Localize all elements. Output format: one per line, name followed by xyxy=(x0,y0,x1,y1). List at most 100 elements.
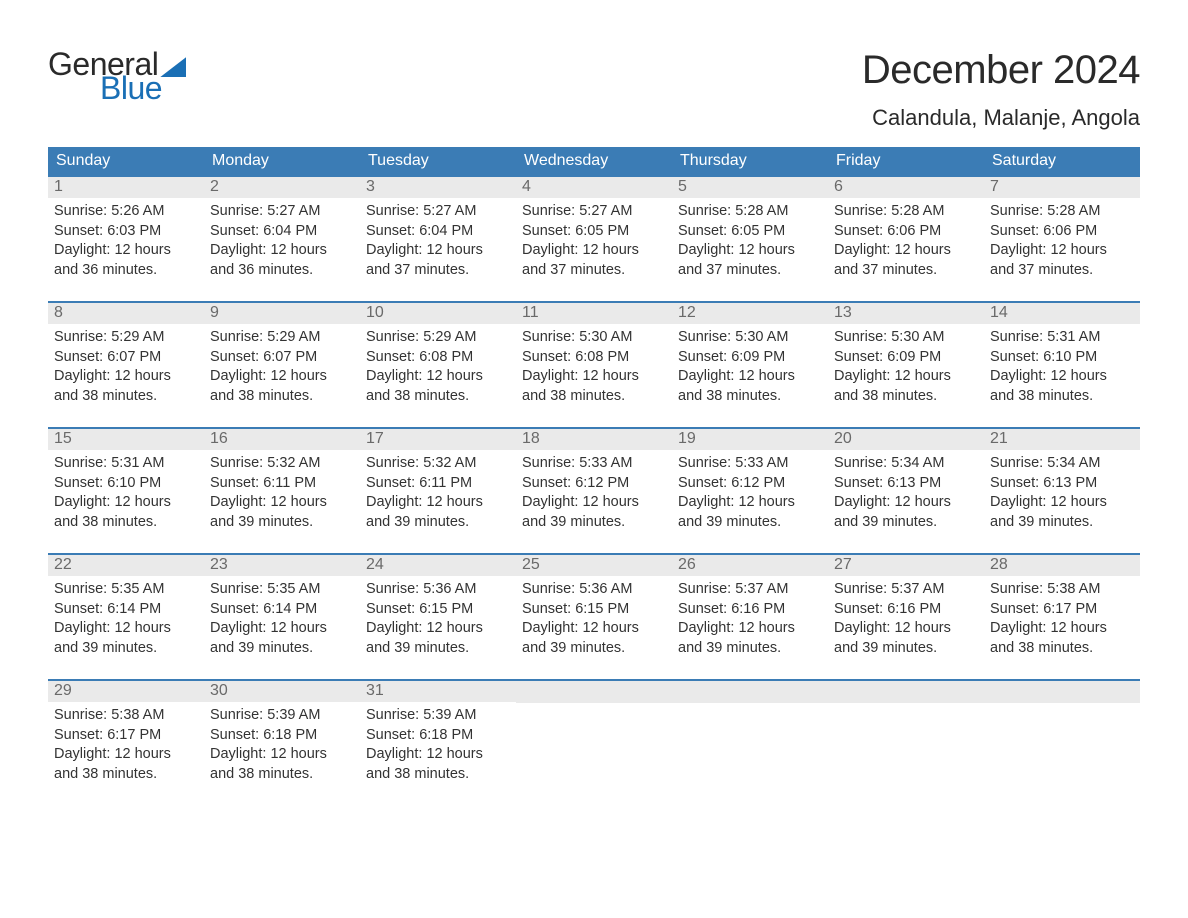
day-sunset: Sunset: 6:06 PM xyxy=(834,222,978,242)
day-sunrise: Sunrise: 5:28 AM xyxy=(990,202,1134,222)
day-sunrise: Sunrise: 5:37 AM xyxy=(834,580,978,600)
day-daylight2: and 39 minutes. xyxy=(210,639,354,659)
day-number: 25 xyxy=(516,555,672,576)
weekday-header: Thursday xyxy=(672,147,828,175)
title-block: December 2024 Calandula, Malanje, Angola xyxy=(862,48,1140,131)
day-sunset: Sunset: 6:08 PM xyxy=(366,348,510,368)
calendar-day: 18Sunrise: 5:33 AMSunset: 6:12 PMDayligh… xyxy=(516,429,672,553)
calendar-day: 17Sunrise: 5:32 AMSunset: 6:11 PMDayligh… xyxy=(360,429,516,553)
day-daylight2: and 39 minutes. xyxy=(678,639,822,659)
day-number: 10 xyxy=(360,303,516,324)
day-number: 30 xyxy=(204,681,360,702)
month-title: December 2024 xyxy=(862,48,1140,93)
day-daylight1: Daylight: 12 hours xyxy=(54,745,198,765)
day-number: 22 xyxy=(48,555,204,576)
day-daylight2: and 37 minutes. xyxy=(522,261,666,281)
day-sunset: Sunset: 6:03 PM xyxy=(54,222,198,242)
day-daylight1: Daylight: 12 hours xyxy=(678,367,822,387)
day-number: 26 xyxy=(672,555,828,576)
day-content: Sunrise: 5:39 AMSunset: 6:18 PMDaylight:… xyxy=(360,702,516,784)
day-content: Sunrise: 5:33 AMSunset: 6:12 PMDaylight:… xyxy=(672,450,828,532)
day-sunrise: Sunrise: 5:29 AM xyxy=(210,328,354,348)
day-daylight2: and 37 minutes. xyxy=(366,261,510,281)
day-sunset: Sunset: 6:14 PM xyxy=(210,600,354,620)
day-daylight2: and 38 minutes. xyxy=(54,765,198,785)
day-content: Sunrise: 5:27 AMSunset: 6:05 PMDaylight:… xyxy=(516,198,672,280)
day-number: 15 xyxy=(48,429,204,450)
day-daylight2: and 39 minutes. xyxy=(522,639,666,659)
day-sunrise: Sunrise: 5:29 AM xyxy=(54,328,198,348)
day-content: Sunrise: 5:29 AMSunset: 6:07 PMDaylight:… xyxy=(204,324,360,406)
day-sunrise: Sunrise: 5:27 AM xyxy=(522,202,666,222)
calendar-day: 28Sunrise: 5:38 AMSunset: 6:17 PMDayligh… xyxy=(984,555,1140,679)
day-daylight2: and 38 minutes. xyxy=(990,639,1134,659)
day-sunrise: Sunrise: 5:29 AM xyxy=(366,328,510,348)
calendar-day: 2Sunrise: 5:27 AMSunset: 6:04 PMDaylight… xyxy=(204,177,360,301)
day-daylight2: and 36 minutes. xyxy=(54,261,198,281)
day-content: Sunrise: 5:28 AMSunset: 6:06 PMDaylight:… xyxy=(984,198,1140,280)
day-daylight2: and 38 minutes. xyxy=(54,513,198,533)
weekday-header-row: SundayMondayTuesdayWednesdayThursdayFrid… xyxy=(48,147,1140,175)
calendar-day xyxy=(516,681,672,805)
day-daylight1: Daylight: 12 hours xyxy=(210,745,354,765)
day-number: 11 xyxy=(516,303,672,324)
day-sunset: Sunset: 6:12 PM xyxy=(678,474,822,494)
day-number: 8 xyxy=(48,303,204,324)
day-sunset: Sunset: 6:12 PM xyxy=(522,474,666,494)
day-sunset: Sunset: 6:15 PM xyxy=(366,600,510,620)
calendar-day: 25Sunrise: 5:36 AMSunset: 6:15 PMDayligh… xyxy=(516,555,672,679)
day-sunrise: Sunrise: 5:32 AM xyxy=(366,454,510,474)
day-content: Sunrise: 5:27 AMSunset: 6:04 PMDaylight:… xyxy=(204,198,360,280)
day-sunrise: Sunrise: 5:38 AM xyxy=(54,706,198,726)
day-number xyxy=(516,681,672,703)
day-daylight1: Daylight: 12 hours xyxy=(990,241,1134,261)
calendar-day: 12Sunrise: 5:30 AMSunset: 6:09 PMDayligh… xyxy=(672,303,828,427)
day-daylight1: Daylight: 12 hours xyxy=(678,493,822,513)
day-content: Sunrise: 5:26 AMSunset: 6:03 PMDaylight:… xyxy=(48,198,204,280)
day-number: 14 xyxy=(984,303,1140,324)
day-sunset: Sunset: 6:04 PM xyxy=(366,222,510,242)
day-daylight2: and 39 minutes. xyxy=(366,513,510,533)
day-number xyxy=(672,681,828,703)
calendar-day: 5Sunrise: 5:28 AMSunset: 6:05 PMDaylight… xyxy=(672,177,828,301)
weekday-header: Monday xyxy=(204,147,360,175)
day-daylight1: Daylight: 12 hours xyxy=(366,619,510,639)
day-daylight1: Daylight: 12 hours xyxy=(522,367,666,387)
calendar-day: 24Sunrise: 5:36 AMSunset: 6:15 PMDayligh… xyxy=(360,555,516,679)
day-number: 6 xyxy=(828,177,984,198)
day-sunset: Sunset: 6:18 PM xyxy=(366,726,510,746)
day-content: Sunrise: 5:37 AMSunset: 6:16 PMDaylight:… xyxy=(828,576,984,658)
day-content: Sunrise: 5:36 AMSunset: 6:15 PMDaylight:… xyxy=(516,576,672,658)
day-number: 31 xyxy=(360,681,516,702)
calendar-day: 22Sunrise: 5:35 AMSunset: 6:14 PMDayligh… xyxy=(48,555,204,679)
day-sunrise: Sunrise: 5:26 AM xyxy=(54,202,198,222)
day-sunrise: Sunrise: 5:34 AM xyxy=(990,454,1134,474)
day-content: Sunrise: 5:35 AMSunset: 6:14 PMDaylight:… xyxy=(204,576,360,658)
weeks-container: 1Sunrise: 5:26 AMSunset: 6:03 PMDaylight… xyxy=(48,175,1140,805)
calendar-day xyxy=(672,681,828,805)
day-daylight1: Daylight: 12 hours xyxy=(522,241,666,261)
day-sunrise: Sunrise: 5:28 AM xyxy=(678,202,822,222)
calendar-day: 16Sunrise: 5:32 AMSunset: 6:11 PMDayligh… xyxy=(204,429,360,553)
day-sunset: Sunset: 6:18 PM xyxy=(210,726,354,746)
day-daylight1: Daylight: 12 hours xyxy=(54,619,198,639)
calendar-day: 20Sunrise: 5:34 AMSunset: 6:13 PMDayligh… xyxy=(828,429,984,553)
day-content: Sunrise: 5:34 AMSunset: 6:13 PMDaylight:… xyxy=(984,450,1140,532)
day-content: Sunrise: 5:35 AMSunset: 6:14 PMDaylight:… xyxy=(48,576,204,658)
day-sunrise: Sunrise: 5:39 AM xyxy=(366,706,510,726)
week-row: 8Sunrise: 5:29 AMSunset: 6:07 PMDaylight… xyxy=(48,301,1140,427)
day-number: 19 xyxy=(672,429,828,450)
day-content: Sunrise: 5:29 AMSunset: 6:07 PMDaylight:… xyxy=(48,324,204,406)
day-daylight2: and 38 minutes. xyxy=(210,387,354,407)
day-sunset: Sunset: 6:13 PM xyxy=(834,474,978,494)
day-daylight1: Daylight: 12 hours xyxy=(990,493,1134,513)
day-daylight2: and 37 minutes. xyxy=(834,261,978,281)
day-sunset: Sunset: 6:14 PM xyxy=(54,600,198,620)
location-label: Calandula, Malanje, Angola xyxy=(862,105,1140,131)
weekday-header: Sunday xyxy=(48,147,204,175)
day-content: Sunrise: 5:36 AMSunset: 6:15 PMDaylight:… xyxy=(360,576,516,658)
day-sunrise: Sunrise: 5:37 AM xyxy=(678,580,822,600)
day-content: Sunrise: 5:30 AMSunset: 6:09 PMDaylight:… xyxy=(828,324,984,406)
calendar-day: 13Sunrise: 5:30 AMSunset: 6:09 PMDayligh… xyxy=(828,303,984,427)
day-sunset: Sunset: 6:10 PM xyxy=(54,474,198,494)
